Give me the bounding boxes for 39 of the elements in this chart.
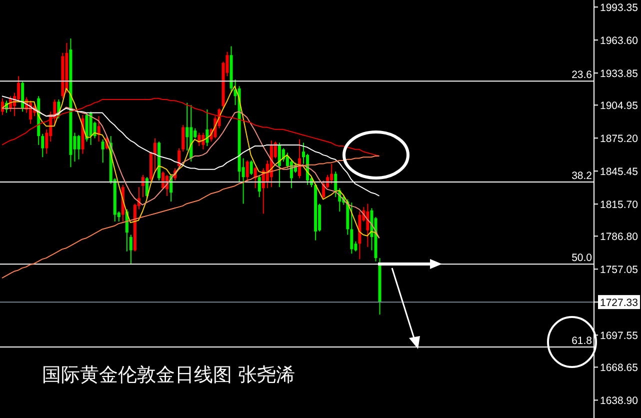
y-tick-label: 1727.33 (600, 297, 638, 310)
text: 国际黄金伦敦金日线图 张尧浠 (42, 363, 296, 388)
candlestick (366, 203, 370, 248)
annotation: 50.0 (572, 252, 592, 264)
y-tick-label: 1963.60 (600, 35, 638, 48)
candlestick (182, 124, 185, 152)
y-tick-label: 1845.45 (600, 166, 638, 178)
y-tick-label: 1993.35 (600, 2, 638, 14)
candlestick (141, 174, 144, 198)
y-tick-label: 1697.55 (600, 330, 638, 342)
y-tick-label: 1786.80 (600, 231, 638, 244)
candlestick (250, 160, 253, 176)
y-tick-label: 1638.90 (600, 395, 638, 408)
candlestick (178, 148, 181, 169)
annotation: 38.2 (572, 170, 592, 182)
y-tick-label: 1933.85 (600, 68, 638, 80)
candlestick (89, 111, 92, 146)
y-tick-label: 1757.05 (600, 264, 638, 276)
candlestick (246, 160, 249, 182)
candlestick (17, 76, 20, 102)
candlestick (330, 163, 334, 184)
candlestick (278, 142, 281, 188)
y-tick-label: 1875.20 (600, 133, 638, 146)
annotation: 23.6 (572, 69, 592, 82)
candlestick (101, 138, 104, 164)
candlestick (41, 133, 44, 158)
candlestick (258, 174, 261, 198)
candlestick (77, 134, 80, 160)
y-tick-label: 1904.95 (600, 100, 638, 112)
line-series (2, 156, 380, 279)
line-series (2, 98, 380, 157)
y-tick-label: 1668.65 (600, 362, 638, 374)
candlestick (334, 171, 338, 198)
candlestick (129, 234, 132, 264)
y-tick-label: 1815.70 (600, 199, 638, 212)
candlestick (97, 116, 100, 142)
candlestick (162, 171, 165, 190)
candlestick (350, 202, 354, 254)
annotation: 61.8 (572, 335, 592, 348)
